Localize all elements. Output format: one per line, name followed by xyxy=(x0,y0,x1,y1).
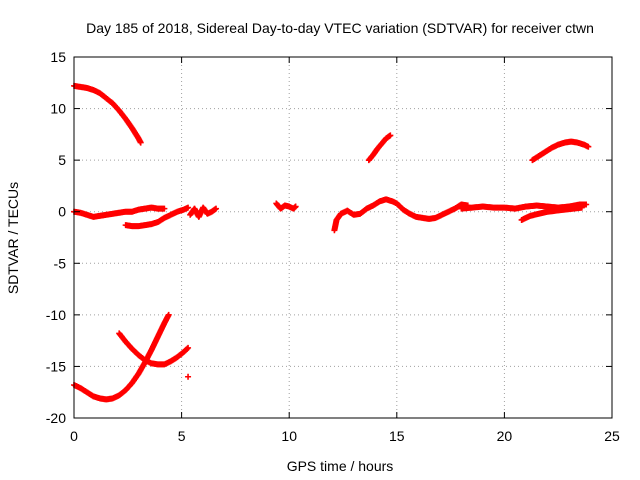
data-point xyxy=(387,132,394,139)
x-tick-label: 20 xyxy=(497,428,513,444)
data-point xyxy=(184,345,191,352)
y-tick-label: -20 xyxy=(46,410,66,426)
series-arc-near-zero-2 xyxy=(122,204,192,230)
series-arc-mid-high xyxy=(365,132,394,164)
data-point xyxy=(185,373,192,380)
y-tick-label: -15 xyxy=(46,358,66,374)
data-point xyxy=(578,204,585,211)
series-isolated xyxy=(185,373,192,380)
series-arc-near-zero-3 xyxy=(187,204,220,220)
data-point xyxy=(213,205,220,212)
y-tick-label: -10 xyxy=(46,307,66,323)
series-arc-near-zero-1 xyxy=(71,204,168,220)
x-axis-label: GPS time / hours xyxy=(287,458,394,474)
plot-frame xyxy=(73,56,613,419)
y-tick-label: 15 xyxy=(50,49,66,65)
series-arc-near-zero-7 xyxy=(518,204,585,223)
data-point xyxy=(137,139,144,146)
chart-title: Day 185 of 2018, Sidereal Day-to-day VTE… xyxy=(86,20,594,36)
series-arc-right-high xyxy=(529,138,592,164)
ticks: 0 5 10 15 20 25 -20 -15 -10 -5 0 5 10 15 xyxy=(46,49,620,444)
x-tick-label: 10 xyxy=(281,428,297,444)
y-tick-label: 0 xyxy=(58,204,66,220)
data-point xyxy=(585,143,592,150)
data-point xyxy=(583,201,590,208)
series-arc-low-2 xyxy=(116,330,192,368)
x-tick-label: 15 xyxy=(389,428,405,444)
x-tick-label: 25 xyxy=(604,428,620,444)
data-point xyxy=(161,205,168,212)
y-tick-label: 5 xyxy=(58,152,66,168)
x-tick-label: 5 xyxy=(178,428,186,444)
y-axis-label: SDTVAR / TECUs xyxy=(5,182,21,294)
data-point xyxy=(185,204,192,211)
x-tick-label: 0 xyxy=(70,428,78,444)
data-point xyxy=(185,344,192,351)
data-series xyxy=(71,82,592,403)
data-point xyxy=(292,203,299,210)
data-point xyxy=(165,311,172,318)
series-arc-top-left xyxy=(71,82,144,146)
series-arc-near-zero-4 xyxy=(273,200,299,212)
y-tick-label: 10 xyxy=(50,101,66,117)
y-tick-label: -5 xyxy=(54,255,67,271)
